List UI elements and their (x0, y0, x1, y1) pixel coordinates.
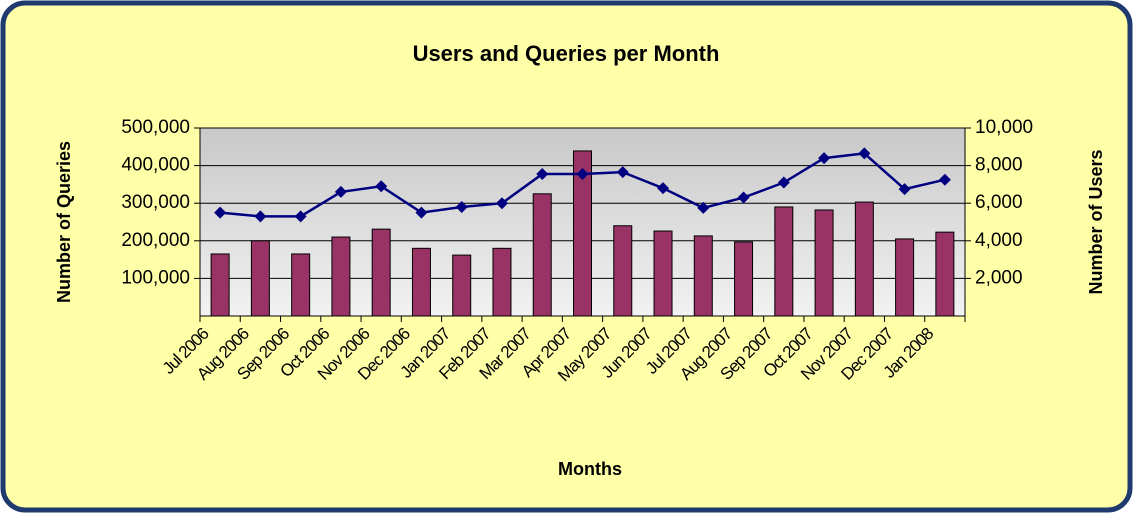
line-marker (495, 197, 508, 210)
bar (452, 254, 472, 317)
line-marker (415, 206, 428, 219)
y-tick-label: 300,000 (121, 192, 190, 213)
y2-tick-label: 2,000 (975, 267, 1023, 288)
bar (854, 201, 874, 317)
bar (935, 231, 955, 317)
y-tick-label: 200,000 (121, 230, 190, 251)
bar (774, 206, 794, 317)
bar (250, 240, 270, 317)
line-marker (818, 152, 831, 165)
y-tick-label: 500,000 (121, 117, 190, 138)
line-marker (536, 168, 549, 181)
line-marker (455, 200, 468, 213)
bar (814, 209, 834, 317)
y2-tick-label: 6,000 (975, 192, 1023, 213)
line-marker (737, 191, 750, 204)
y2-tick-label: 4,000 (975, 230, 1023, 251)
line-marker (375, 180, 388, 193)
bar (734, 241, 754, 317)
bar (210, 253, 230, 317)
line-marker (898, 183, 911, 196)
bar (371, 228, 391, 317)
bar (492, 247, 512, 317)
y-tick-label: 100,000 (121, 267, 190, 288)
y-axis-title: Number of Queries (54, 141, 74, 303)
bar (291, 253, 311, 317)
line-marker (616, 166, 629, 179)
y2-tick-label: 10,000 (975, 117, 1033, 138)
bar (411, 247, 431, 317)
bar (613, 225, 633, 317)
y2-tick-label: 8,000 (975, 155, 1023, 176)
line-marker (294, 210, 307, 223)
line-marker (657, 182, 670, 195)
line-marker (777, 176, 790, 189)
chart-title: Users and Queries per Month (413, 41, 720, 66)
line-marker (576, 168, 589, 181)
bar (331, 236, 351, 317)
line-marker (334, 185, 347, 198)
line-marker (858, 147, 871, 160)
line-marker (938, 173, 951, 186)
line-marker (254, 210, 267, 223)
y2-axis-title: Number of Users (1086, 149, 1106, 294)
x-axis-title: Months (558, 459, 622, 479)
line-marker (214, 206, 227, 219)
y-tick-label: 400,000 (121, 155, 190, 176)
bar (573, 150, 592, 317)
bar (653, 230, 673, 317)
line-marker (697, 201, 710, 214)
bar (693, 235, 713, 317)
bar (532, 193, 552, 317)
bar (895, 238, 915, 317)
